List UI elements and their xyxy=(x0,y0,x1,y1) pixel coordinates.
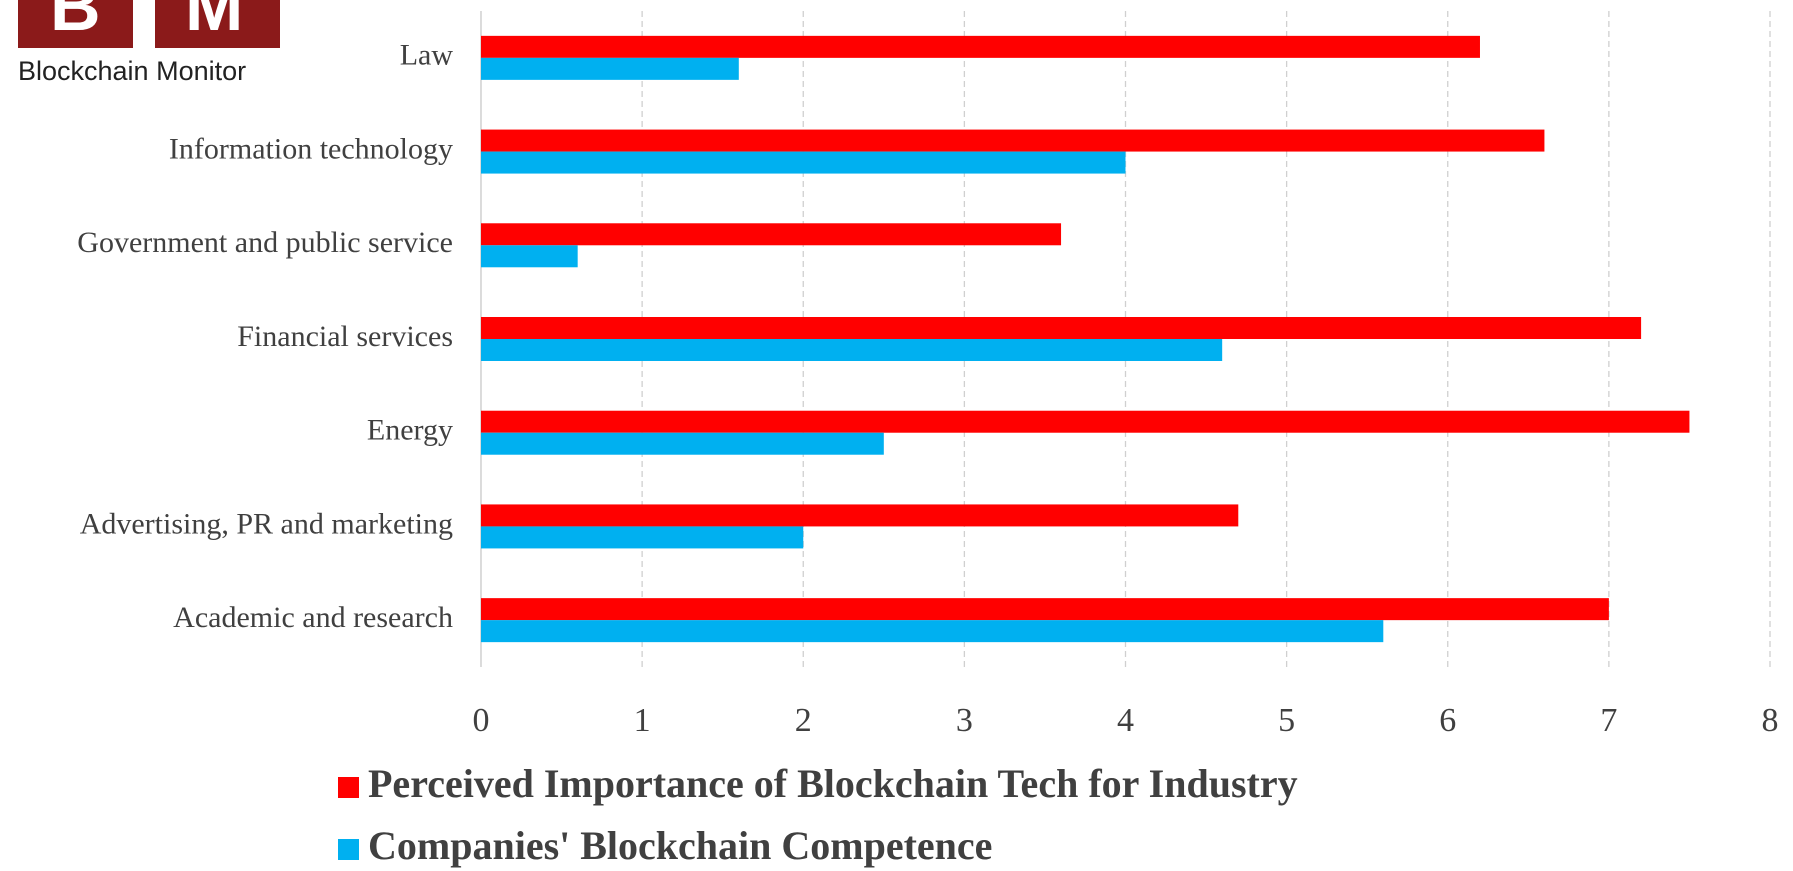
legend-swatch xyxy=(338,777,359,798)
bar xyxy=(481,129,1545,152)
y-tick-label: Financial services xyxy=(237,320,453,353)
logo-box xyxy=(18,0,133,48)
x-tick-label: 7 xyxy=(1600,702,1617,739)
y-tick-label: Academic and research xyxy=(173,601,453,634)
x-tick-label: 0 xyxy=(473,702,490,739)
x-tick-label: 5 xyxy=(1278,702,1295,739)
x-tick-label: 2 xyxy=(795,702,812,739)
bar xyxy=(481,526,804,549)
x-tick-label: 8 xyxy=(1762,702,1779,739)
x-tick-label: 4 xyxy=(1117,702,1134,739)
x-tick-label: 6 xyxy=(1439,702,1456,739)
y-tick-label: Government and public service xyxy=(77,226,453,259)
bar xyxy=(481,432,884,455)
bar xyxy=(481,35,1480,58)
y-tick-label: Information technology xyxy=(169,132,453,165)
x-tick-label: 1 xyxy=(634,702,651,739)
bar xyxy=(481,598,1609,621)
logo-box xyxy=(155,0,280,48)
bar xyxy=(481,339,1223,361)
y-tick-label: Advertising, PR and marketing xyxy=(80,507,453,540)
y-tick-label: Energy xyxy=(367,414,453,447)
bar xyxy=(481,620,1384,643)
legend-swatch xyxy=(338,839,359,860)
bar xyxy=(481,245,578,268)
logo: Blockchain Monitor xyxy=(18,0,280,86)
logo-text: Blockchain Monitor xyxy=(18,56,246,86)
logo-letter: M xyxy=(185,0,243,45)
x-tick-label: 3 xyxy=(956,702,973,739)
legend-label: Perceived Importance of Blockchain Tech … xyxy=(368,761,1298,806)
bar xyxy=(481,151,1126,174)
y-tick-label: Law xyxy=(400,39,454,72)
bar xyxy=(481,504,1239,527)
bar xyxy=(481,57,739,80)
bar xyxy=(481,223,1062,246)
bar xyxy=(481,317,1642,339)
bar xyxy=(481,410,1690,433)
logo-letter: B xyxy=(50,0,101,45)
legend-label: Companies' Blockchain Competence xyxy=(368,823,992,868)
